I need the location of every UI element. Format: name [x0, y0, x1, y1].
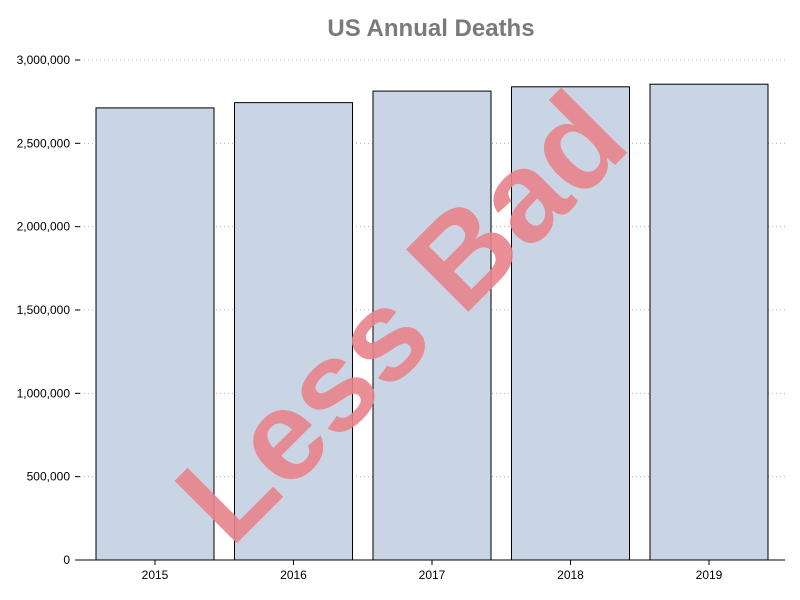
bar: [372, 90, 492, 561]
bar: [95, 107, 215, 561]
bar: [234, 102, 353, 561]
x-tick-label: 2019: [696, 568, 723, 582]
y-tick-label: 500,000: [27, 470, 71, 484]
chart-title: US Annual Deaths: [327, 15, 534, 42]
bar: [511, 86, 630, 561]
x-tick-label: 2018: [557, 568, 584, 582]
bar: [649, 83, 769, 561]
x-tick-label: 2016: [280, 568, 307, 582]
bars: [95, 83, 769, 561]
y-tick-label: 2,000,000: [17, 220, 71, 234]
y-tick-label: 3,000,000: [17, 53, 71, 67]
y-tick-label: 0: [63, 553, 70, 567]
x-tick-label: 2015: [142, 568, 169, 582]
y-tick-label: 1,000,000: [17, 386, 71, 400]
y-tick-labels: 0 500,000 1,000,000 1,500,000 2,000,000 2,500…: [17, 53, 80, 567]
x-tick-label: 2017: [419, 568, 446, 582]
x-tick-labels: 2015 2016 2017 2018 2019: [142, 560, 723, 582]
y-tick-label: 2,500,000: [17, 136, 71, 150]
y-tick-label: 1,500,000: [17, 303, 71, 317]
